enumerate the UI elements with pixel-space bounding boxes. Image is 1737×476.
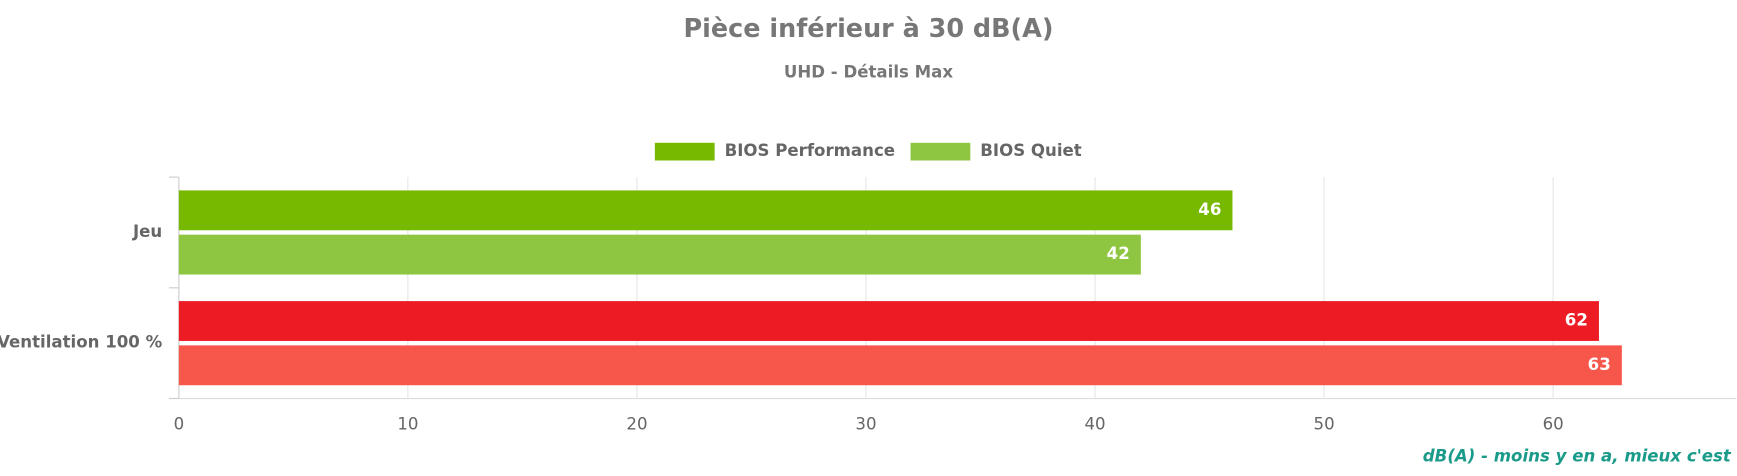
bar [178,345,1622,386]
chart-title: Pièce inférieur à 30 dB(A) [683,14,1053,44]
x-axis-label: dB(A) - moins y en a, mieux c'est [1423,447,1732,466]
legend-label: BIOS Performance [725,141,895,160]
bar [178,234,1141,275]
legend-swatch [654,142,715,161]
legend-swatch [910,142,971,161]
x-tick-label: 40 [1084,415,1105,434]
x-tick-label: 10 [397,415,418,434]
x-tick-label: 30 [855,415,876,434]
data-label: 63 [1588,355,1611,374]
legend-label: BIOS Quiet [980,141,1082,160]
y-tick-label: Ventilation 100 % [0,333,163,352]
data-label: 62 [1565,311,1588,330]
x-tick-label: 20 [626,415,647,434]
x-tick-label: 50 [1314,415,1335,434]
bar [178,301,1599,341]
chart-subtitle: UHD - Détails Max [784,63,953,82]
bar [178,190,1233,231]
x-tick-label: 60 [1543,415,1564,434]
data-label: 42 [1107,244,1130,263]
y-tick-label: Jeu [132,222,162,241]
x-tick-label: 0 [174,415,185,434]
data-label: 46 [1198,200,1221,219]
